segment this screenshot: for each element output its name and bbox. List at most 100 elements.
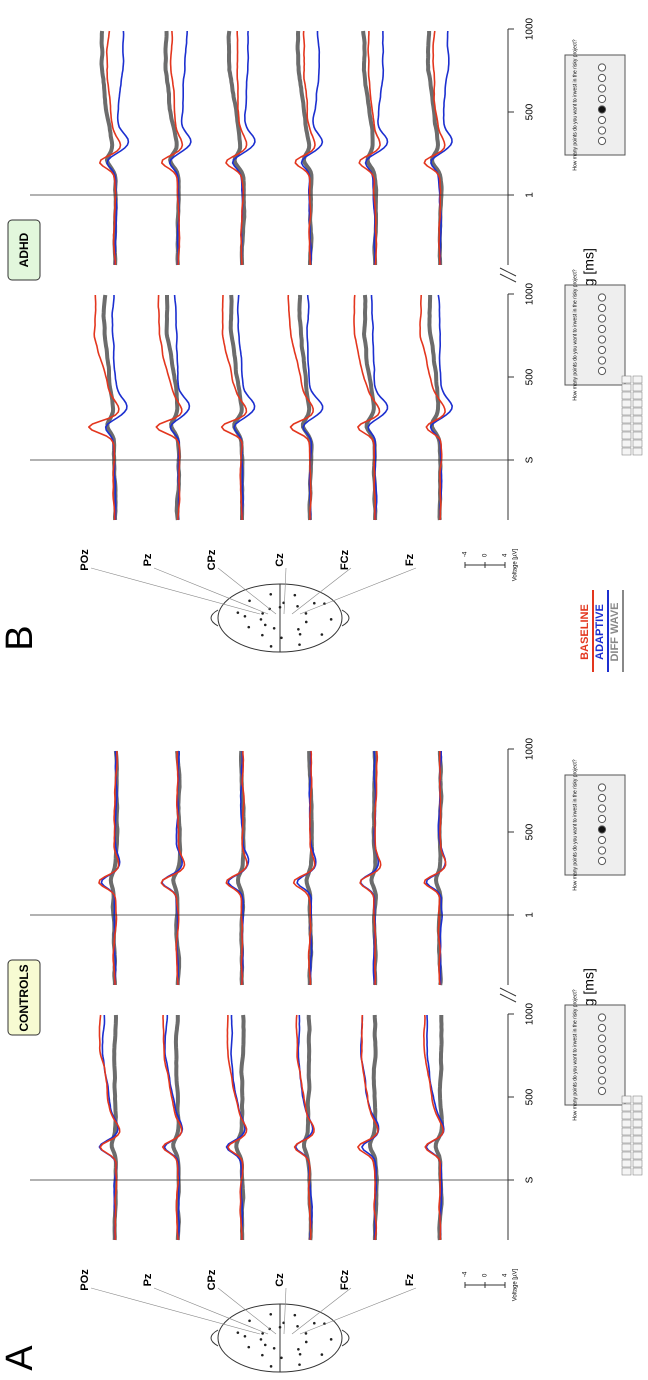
keyboard-key [633,392,642,399]
electrode-dot [305,1332,308,1335]
electrode-dot [260,618,263,621]
electrode-dot [313,1322,316,1325]
electrode-pointer [154,1288,268,1334]
keyboard-key [633,408,642,415]
keyboard-key [622,416,631,423]
time-tick-label: 500 [525,368,536,385]
electrode-pointer [91,568,260,614]
keyboard-key [622,400,631,407]
electrode-dot [305,621,308,624]
keyboard-key [622,1144,631,1151]
keyboard-key [622,384,631,391]
response-option [598,106,605,113]
response-option [598,304,605,311]
electrode-label: CPz [206,549,218,570]
electrode-dot [279,606,282,609]
electrode-dot [305,1341,308,1344]
electrode-dot [330,1338,333,1341]
ear [342,1330,349,1346]
electrode-dot [237,611,240,614]
keyboard-key [622,440,631,447]
waveform [431,295,453,520]
ear [211,610,218,626]
electrode-pointer [292,568,351,614]
ear [211,1330,218,1346]
keyboard-key [633,448,642,455]
figure: ACONTROLSPOzPzCPzCzFCzFzS500100015001000… [0,0,648,1380]
response-option [598,1077,605,1084]
waveform [166,31,179,265]
response-option [598,815,605,822]
voltage-tick-label: 0 [483,1273,489,1277]
electrode-dot [321,633,324,636]
keyboard-key [633,424,642,431]
voltage-label: Voltage [µV] [513,1268,519,1301]
keyboard-key [633,416,642,423]
keyboard-key [633,1144,642,1151]
response-option [598,315,605,322]
electrode-dot [273,1347,276,1350]
response-option [598,325,605,332]
electrode-dot [261,634,264,637]
response-option [598,805,605,812]
electrode-label: Cz [274,553,286,567]
electrode-dot [330,618,333,621]
waveform [429,295,440,520]
response-option [598,85,605,92]
electrode-dot [321,1353,324,1356]
response-option [598,95,605,102]
electrode-dot [273,627,276,630]
response-option [598,74,605,81]
response-option [598,1056,605,1063]
legend-label: ADAPTIVE [594,604,606,660]
electrode-dot [264,624,267,627]
response-option [598,127,605,134]
electrode-dot [294,1314,297,1317]
keyboard-key [633,400,642,407]
legend-label: BASELINE [579,604,591,660]
electrode-dot [294,594,297,597]
keyboard-key [633,1112,642,1119]
electrode-dot [280,636,283,639]
group-label: CONTROLS [17,964,31,1031]
electrode-dot [247,1346,250,1349]
time-tick-label: S [525,456,536,463]
keyboard-key [633,432,642,439]
electrode-label: FCz [339,1269,351,1290]
keyboard-key [622,392,631,399]
waveform [234,295,255,520]
keyboard-key [622,432,631,439]
electrode-label: Pz [142,1273,154,1286]
electrode-label: CPz [206,1269,218,1290]
time-tick-label: 1000 [525,737,536,760]
waveform [167,295,180,520]
keyboard-key [622,448,631,455]
electrode-dot [280,1356,283,1359]
response-option [598,116,605,123]
keyboard-key [622,1136,631,1143]
response-option [598,64,605,71]
waveform [170,31,191,265]
response-option [598,357,605,364]
response-option [598,346,605,353]
keyboard-key [633,1152,642,1159]
electrode-dot [264,1344,267,1347]
electrode-pointer [284,568,286,614]
electrode-dot [269,593,272,596]
response-option [598,1035,605,1042]
response-option [598,1045,605,1052]
response-option [598,826,605,833]
keyboard-key [622,1152,631,1159]
electrode-dot [279,1326,282,1329]
time-tick-label: 1000 [525,282,536,305]
electrode-dot [313,602,316,605]
electrode-label: FCz [339,549,351,570]
panel-letter: A [0,1345,41,1371]
electrode-pointer [292,1288,351,1334]
keyboard-key [622,1112,631,1119]
keyboard-key [633,1128,642,1135]
electrode-dot [244,1335,247,1338]
electrode-label: Cz [274,1273,286,1287]
electrode-label: POz [79,1269,91,1291]
